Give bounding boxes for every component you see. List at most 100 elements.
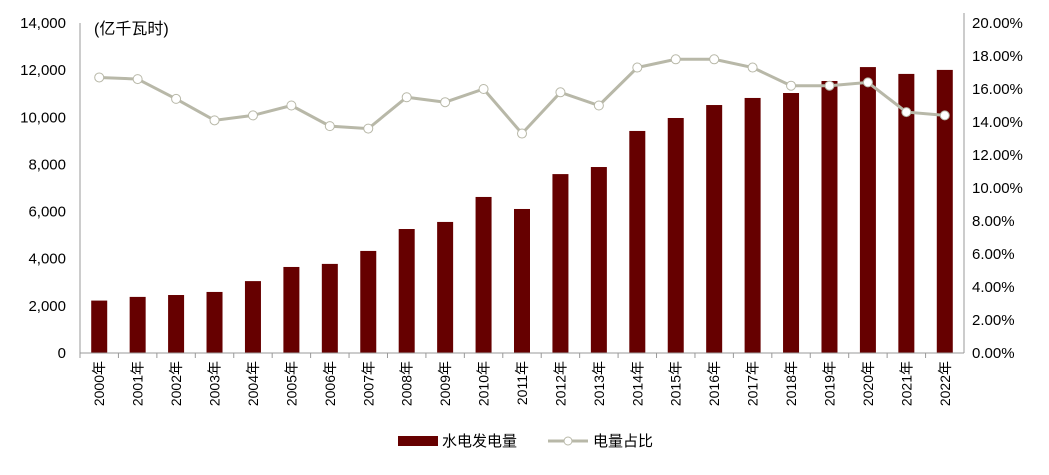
legend-bar-swatch	[398, 436, 438, 446]
line-point	[862, 77, 873, 88]
x-tick-label: 2003年	[207, 361, 223, 406]
line-point	[478, 84, 489, 94]
left-axis: 0 2,000 4,000 6,000 8,000 10,000 12,000 14,000	[20, 15, 81, 362]
x-tick-label: 2001年	[130, 361, 146, 406]
bar	[898, 73, 915, 354]
line-point	[824, 80, 835, 91]
bar	[129, 296, 146, 353]
bar	[936, 69, 953, 354]
line-point	[171, 93, 182, 104]
x-tick-label: 2022年	[937, 361, 953, 406]
right-tick-label: 6.00%	[972, 246, 1015, 263]
unit-label: (亿千瓦时)	[94, 20, 169, 38]
line-point	[555, 87, 566, 98]
bar	[283, 266, 300, 353]
bar	[859, 67, 876, 353]
left-tick-label: 0	[58, 345, 66, 362]
right-tick-label: 10.00%	[972, 180, 1023, 197]
line-point	[939, 110, 950, 121]
left-tick-label: 12,000	[20, 62, 66, 79]
x-tick-label: 2019年	[821, 361, 837, 406]
bar	[437, 221, 454, 353]
bar	[552, 174, 569, 353]
right-tick-label: 12.00%	[972, 147, 1023, 164]
x-tick-label: 2017年	[745, 361, 761, 406]
line-point	[132, 74, 143, 85]
x-tick-label: 2018年	[783, 361, 799, 406]
bar-series	[91, 67, 953, 354]
bar	[744, 97, 761, 353]
left-tick-label: 8,000	[28, 156, 66, 173]
right-tick-label: 20.00%	[972, 15, 1023, 32]
bar	[168, 295, 185, 353]
x-tick-label: 2007年	[360, 361, 376, 406]
line-point	[440, 97, 451, 108]
bar	[91, 300, 108, 353]
line-point	[247, 110, 258, 121]
x-tick-label: 2020年	[860, 361, 876, 406]
line-point	[593, 100, 604, 111]
left-tick-label: 10,000	[20, 109, 66, 126]
x-tick-label: 2021年	[898, 361, 914, 406]
x-tick-label: 2009年	[437, 361, 453, 406]
right-tick-label: 14.00%	[972, 114, 1023, 131]
legend-line-marker	[563, 436, 573, 446]
bar	[398, 229, 415, 353]
legend: 水电发电量 电量占比	[398, 433, 653, 450]
line-point	[286, 100, 297, 111]
x-tick-label: 2005年	[283, 361, 299, 406]
right-tick-label: 18.00%	[972, 48, 1023, 65]
line-point	[363, 123, 374, 134]
right-axis: 0.00% 2.00% 4.00% 6.00% 8.00% 10.00% 12.00% 14.…	[963, 13, 1023, 362]
bar	[821, 80, 838, 353]
right-tick-label: 0.00%	[972, 345, 1015, 362]
x-tick-label: 2000年	[91, 361, 107, 406]
right-tick-label: 8.00%	[972, 213, 1015, 230]
line-point	[632, 62, 643, 73]
line-path	[99, 57, 945, 136]
line-point	[324, 121, 335, 132]
bar	[360, 250, 377, 353]
x-tick-label: 2008年	[399, 361, 415, 406]
left-tick-label: 2,000	[28, 298, 66, 315]
bar	[667, 117, 684, 353]
left-tick-label: 4,000	[28, 251, 66, 268]
bar	[514, 208, 530, 353]
line-point	[94, 72, 105, 83]
right-tick-label: 2.00%	[972, 312, 1015, 329]
line-point	[670, 54, 681, 65]
bar	[706, 105, 723, 354]
right-tick-label: 16.00%	[972, 81, 1023, 98]
bar	[321, 263, 338, 353]
x-axis: 2000年 2001年 2002年 2003年 2004年 2005年 2006年 2007年…	[79, 352, 964, 406]
x-tick-label: 2004年	[245, 361, 261, 406]
line-point	[401, 92, 412, 103]
legend-bar-label: 水电发电量	[442, 433, 517, 450]
bar	[206, 291, 223, 353]
line-point	[517, 128, 527, 139]
bar	[629, 130, 646, 353]
bar	[590, 167, 607, 353]
bar	[783, 93, 800, 353]
x-tick-label: 2012年	[552, 361, 568, 406]
bar	[475, 196, 492, 353]
x-tick-label: 2015年	[668, 361, 684, 406]
x-tick-label: 2014年	[629, 361, 645, 406]
left-tick-label: 14,000	[20, 15, 66, 32]
line-point	[901, 107, 912, 118]
line-point	[747, 62, 758, 73]
x-tick-label: 2013年	[591, 361, 607, 406]
legend-line-label: 电量占比	[593, 433, 653, 450]
line-point	[709, 54, 720, 65]
right-tick-label: 4.00%	[972, 279, 1015, 296]
x-tick-label: 2006年	[322, 361, 338, 406]
left-tick-label: 6,000	[28, 204, 66, 221]
x-tick-label: 2002年	[168, 361, 184, 406]
bar	[244, 281, 261, 353]
x-tick-label: 2011年	[514, 361, 530, 405]
line-series	[94, 54, 950, 139]
x-tick-label: 2016年	[706, 361, 722, 406]
line-point	[786, 80, 797, 91]
line-point	[209, 115, 220, 126]
